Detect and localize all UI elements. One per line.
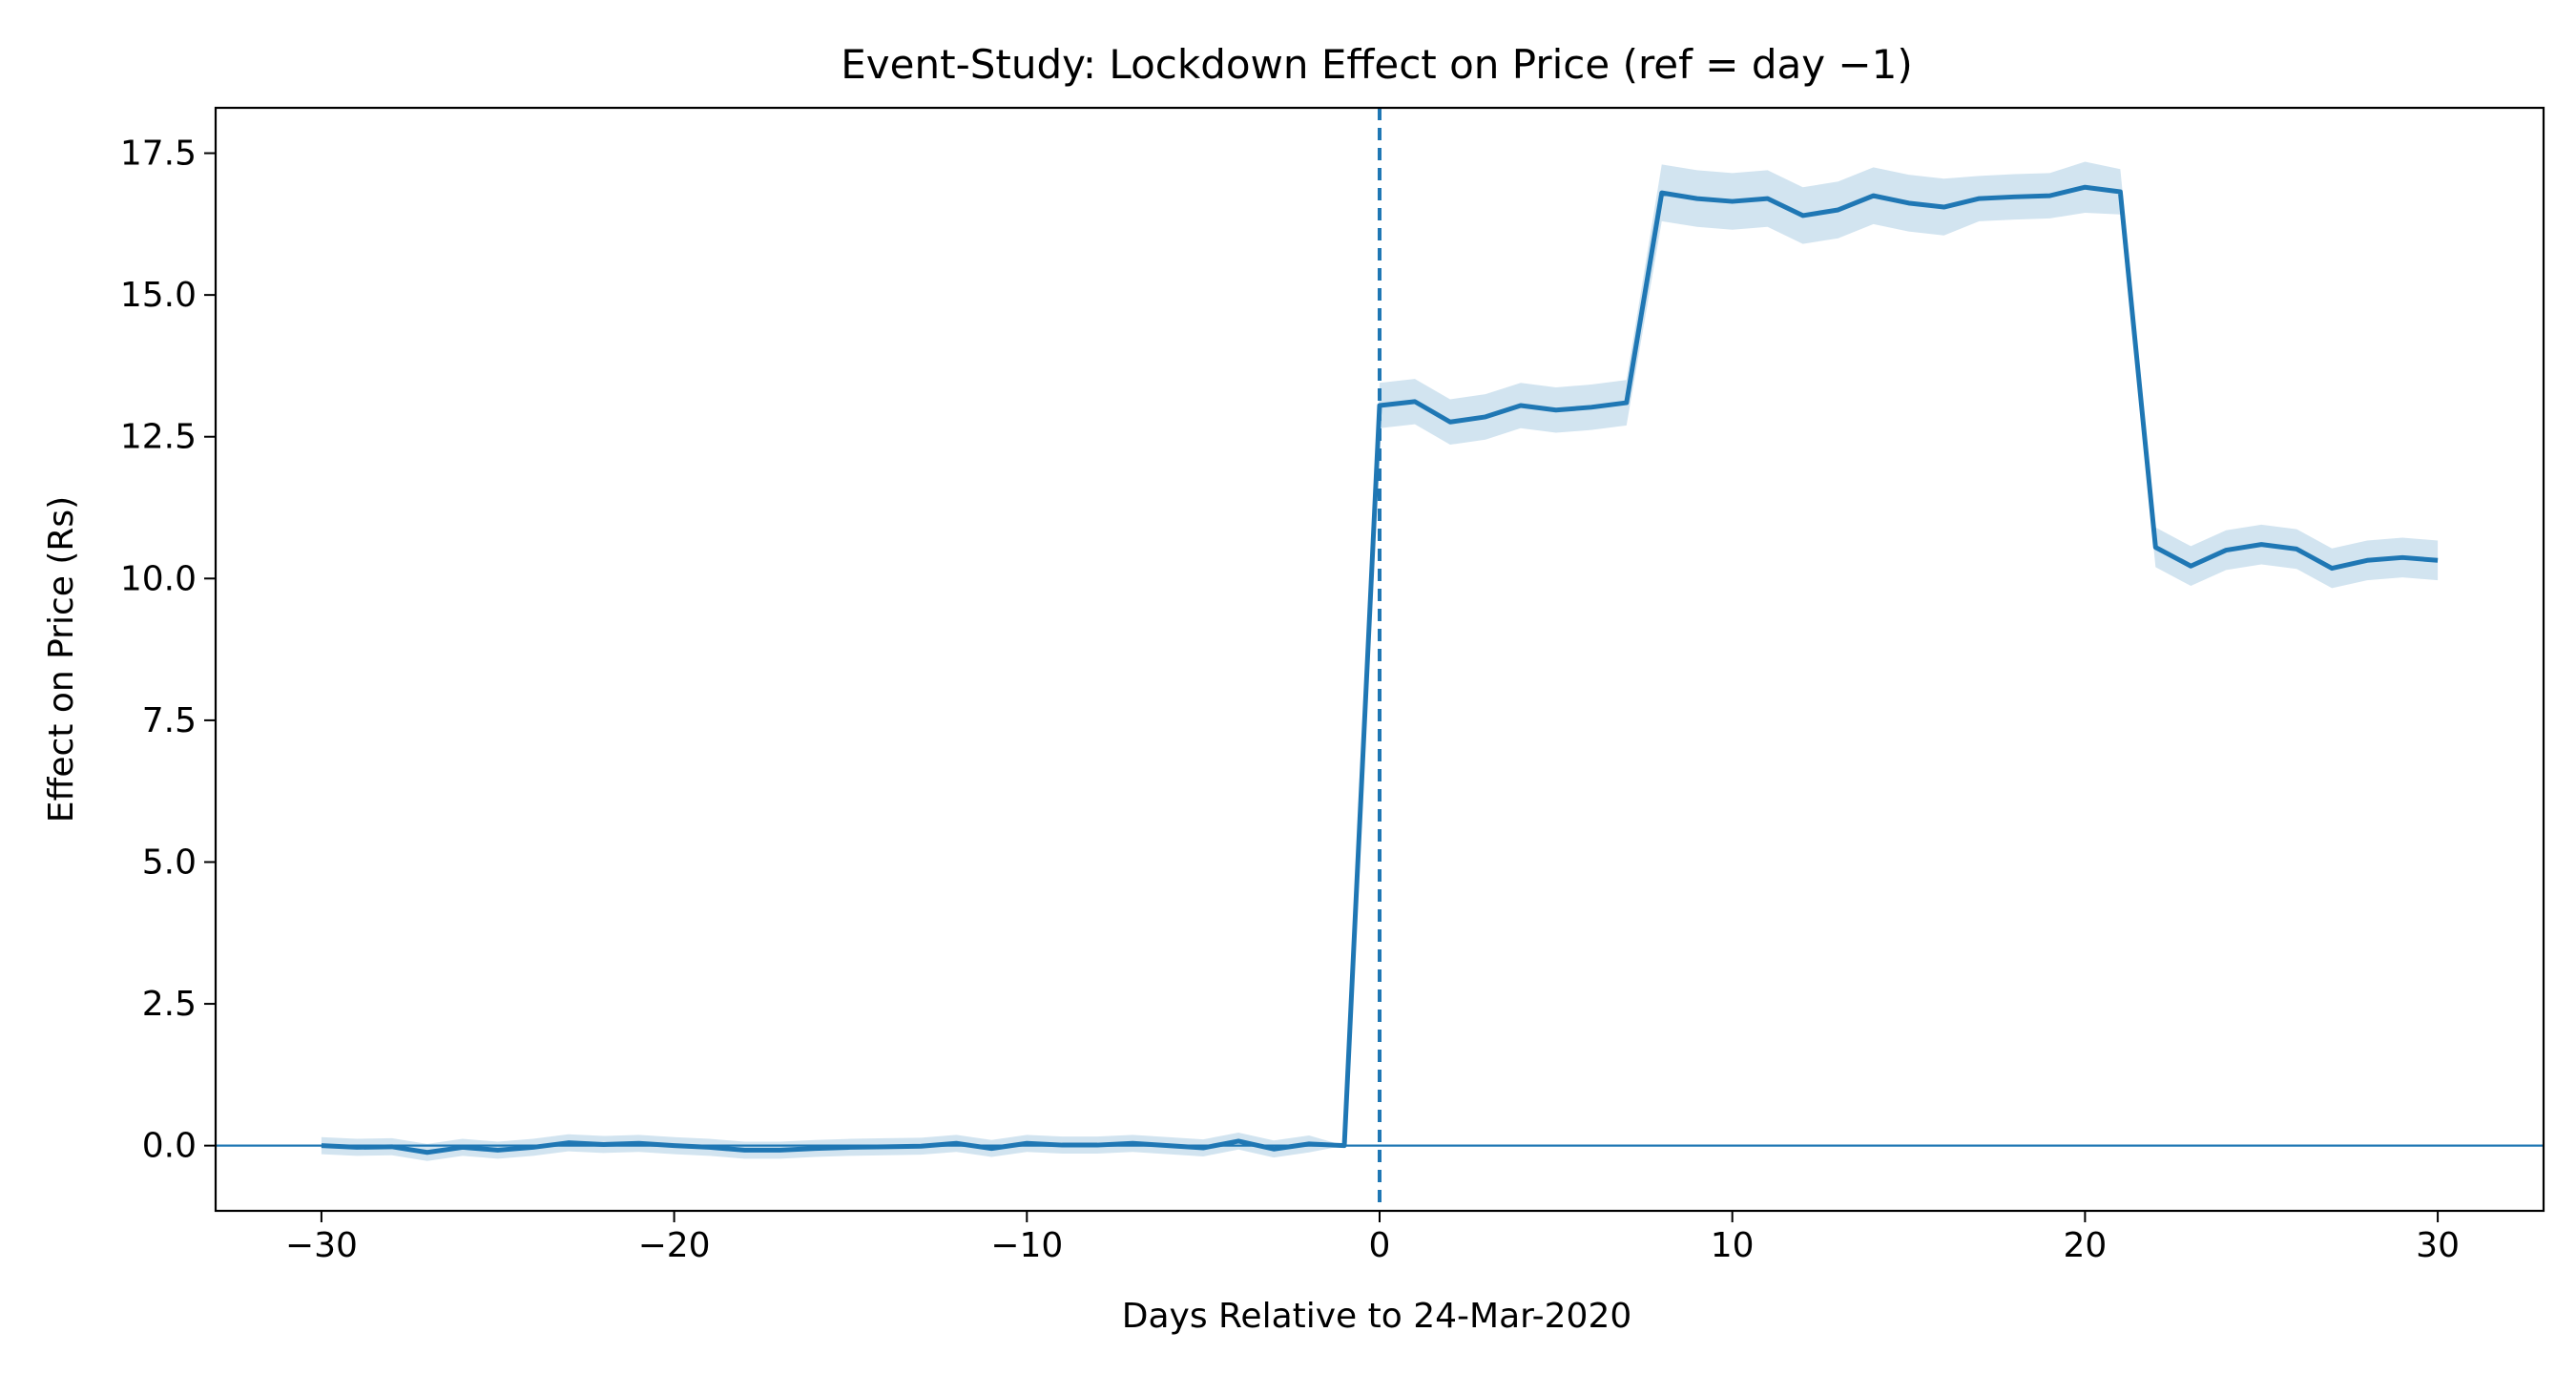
x-axis: −30 −20 −10 0 10 20 30 <box>285 1211 2460 1265</box>
plot-area <box>216 108 2544 1211</box>
x-tick-label: −10 <box>990 1226 1063 1265</box>
chart-title: Event-Study: Lockdown Effect on Price (r… <box>841 41 1912 88</box>
x-tick-label: −30 <box>285 1226 358 1265</box>
y-tick-label: 5.0 <box>142 843 197 882</box>
x-tick-label: 20 <box>2063 1226 2107 1265</box>
y-tick-label: 15.0 <box>120 276 197 315</box>
effect-line <box>321 184 2439 1155</box>
x-tick-label: 30 <box>2416 1226 2460 1265</box>
y-tick-label: 0.0 <box>142 1127 197 1166</box>
y-tick-label: 2.5 <box>142 985 197 1024</box>
y-axis-label: Effect on Price (Rs) <box>42 496 81 822</box>
x-tick-label: 10 <box>1711 1226 1755 1265</box>
y-tick-label: 7.5 <box>142 701 197 740</box>
y-tick-label: 17.5 <box>120 135 197 174</box>
y-tick-label: 10.0 <box>120 559 197 598</box>
x-tick-label: 0 <box>1369 1226 1391 1265</box>
y-tick-label: 12.5 <box>120 418 197 457</box>
x-tick-label: −20 <box>638 1226 711 1265</box>
y-axis: 0.0 2.5 5.0 7.5 10.0 12.5 15.0 17.5 <box>120 135 216 1166</box>
x-axis-label: Days Relative to 24-Mar-2020 <box>1122 1297 1632 1336</box>
